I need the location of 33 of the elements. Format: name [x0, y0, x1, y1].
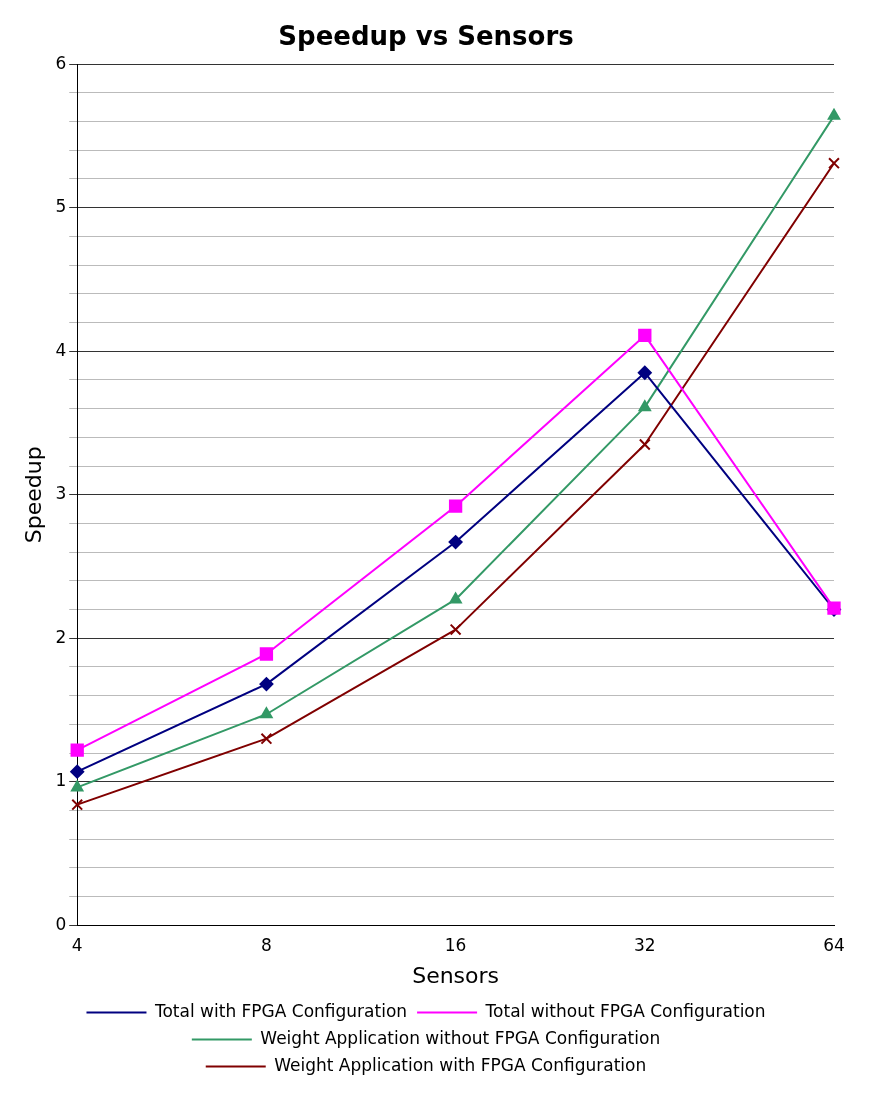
point	[828, 157, 840, 170]
y-axis-title: Speedup	[20, 446, 46, 544]
y-tick-label: 0	[55, 913, 67, 934]
chart-title: Speedup vs Sensors	[278, 21, 574, 52]
x-axis-title: Sensors	[412, 962, 500, 988]
point	[259, 647, 274, 661]
y-tick-label: 3	[55, 483, 67, 504]
y-tick-label: 2	[55, 626, 67, 647]
point	[638, 328, 652, 343]
point	[637, 365, 652, 380]
point	[448, 499, 463, 513]
point	[638, 438, 651, 451]
point	[638, 400, 651, 412]
point	[449, 623, 462, 636]
y-tick-label: 6	[55, 52, 67, 73]
y-tick-label: 4	[55, 339, 67, 360]
point	[260, 732, 273, 745]
x-tick-label: 8	[261, 934, 272, 955]
legend-label: Total with FPGA Configuration	[153, 1000, 408, 1021]
point	[260, 707, 273, 719]
point	[259, 677, 274, 692]
point	[448, 535, 463, 550]
x-tick-label: 32	[633, 934, 656, 955]
legend-label: Total without FPGA Configuration	[484, 1000, 766, 1021]
x-tick-label: 16	[444, 934, 467, 955]
y-tick-label: 1	[55, 770, 67, 791]
legend-label: Weight Application without FPGA Configuration	[260, 1027, 661, 1048]
point	[449, 592, 462, 604]
point	[827, 108, 841, 120]
legend-label: Weight Application with FPGA Configuration	[274, 1054, 647, 1075]
x-tick-label: 64	[823, 934, 845, 955]
y-tick-label: 5	[55, 196, 67, 217]
x-tick-label: 4	[71, 934, 83, 955]
